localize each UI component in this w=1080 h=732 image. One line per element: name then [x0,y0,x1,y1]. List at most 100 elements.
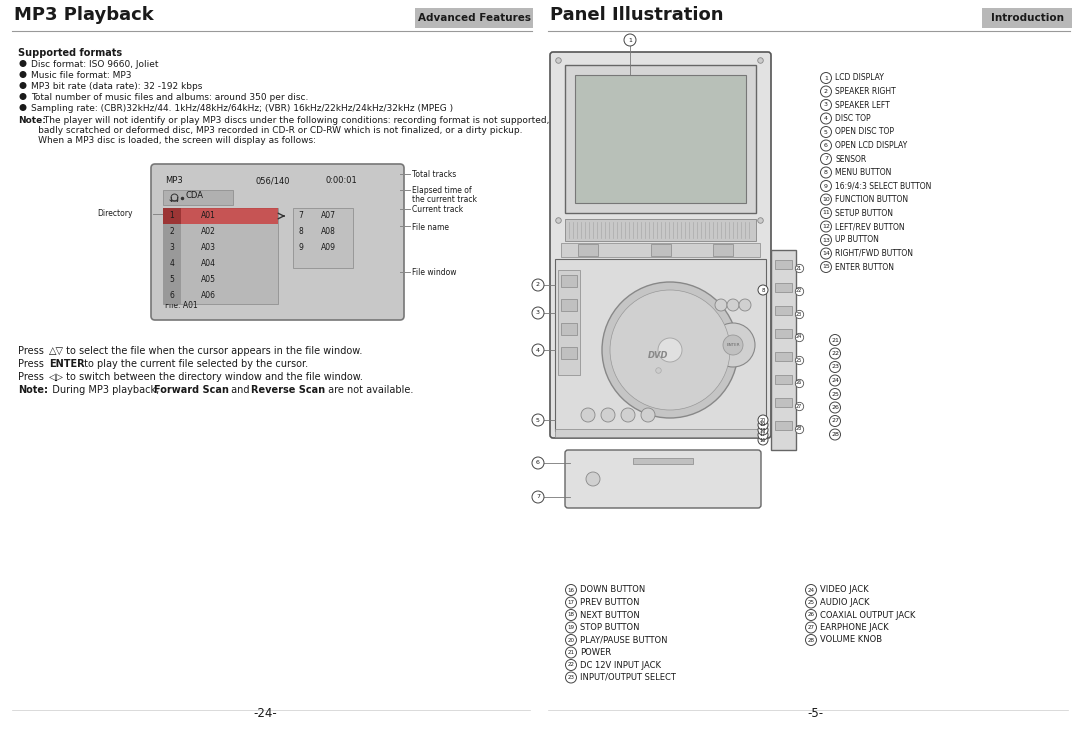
Text: 11: 11 [822,211,829,215]
Circle shape [532,344,544,356]
Circle shape [532,457,544,469]
Circle shape [829,362,840,373]
Circle shape [821,113,832,124]
Text: 8: 8 [824,170,828,175]
Text: PREV BUTTON: PREV BUTTON [580,598,639,607]
Text: A07: A07 [321,212,336,220]
Text: 3: 3 [170,244,175,253]
Text: 13: 13 [822,237,829,242]
Bar [565,65,756,213]
Text: A03: A03 [201,244,216,253]
Text: 28: 28 [832,432,839,437]
Bar [558,270,580,375]
Bar [775,398,792,407]
Text: 9: 9 [298,244,303,253]
Circle shape [821,234,832,245]
Circle shape [566,584,577,596]
Circle shape [715,299,727,311]
Circle shape [758,415,768,425]
Text: the current track: the current track [411,195,477,204]
Circle shape [821,72,832,83]
Circle shape [821,127,832,138]
Text: 27: 27 [831,419,839,424]
Text: Disc format: ISO 9660, Joliet: Disc format: ISO 9660, Joliet [31,60,159,69]
Circle shape [566,635,577,646]
FancyBboxPatch shape [565,450,761,508]
Text: 4: 4 [170,260,175,269]
Text: 5: 5 [536,417,540,422]
Bar [650,244,671,256]
Text: A01: A01 [201,212,215,220]
Bar [163,240,181,256]
Bar [163,256,181,272]
Text: LCD DISPLAY: LCD DISPLAY [835,73,883,83]
Circle shape [566,672,577,683]
Bar [415,8,534,28]
Text: △▽: △▽ [49,346,64,356]
Bar [561,243,760,257]
Text: 28: 28 [808,638,814,643]
Text: When a MP3 disc is loaded, the screen will display as follows:: When a MP3 disc is loaded, the screen wi… [18,136,316,145]
Text: FUNCTION BUTTON: FUNCTION BUTTON [835,195,908,204]
Circle shape [642,408,654,422]
Text: NEXT BUTTON: NEXT BUTTON [580,610,639,619]
Circle shape [727,299,739,311]
Circle shape [821,140,832,151]
Text: Press: Press [18,346,48,356]
Circle shape [821,86,832,97]
Circle shape [19,93,27,100]
Text: CDA: CDA [185,191,203,200]
Text: 21: 21 [832,337,839,343]
Bar [565,219,756,241]
Text: INPUT/OUTPUT SELECT: INPUT/OUTPUT SELECT [580,673,676,682]
Text: 4: 4 [824,116,828,121]
Circle shape [806,610,816,621]
Bar [775,306,792,315]
Bar [575,75,746,203]
Circle shape [821,248,832,259]
Circle shape [806,635,816,646]
Circle shape [566,660,577,671]
Circle shape [19,60,27,67]
Text: 7: 7 [824,157,828,162]
Bar [775,352,792,361]
Text: 20: 20 [760,417,766,422]
Text: 19: 19 [760,422,766,427]
Text: STOP BUTTON: STOP BUTTON [580,623,639,632]
Text: 26: 26 [832,405,839,410]
Text: 12: 12 [822,224,829,229]
Text: RIGHT/FWD BUTTON: RIGHT/FWD BUTTON [835,249,913,258]
Text: 20: 20 [567,638,575,643]
Text: 5: 5 [824,130,828,135]
Text: 4: 4 [536,348,540,353]
Text: 22: 22 [567,662,575,668]
Text: Press: Press [18,359,48,369]
Circle shape [758,420,768,430]
Text: A08: A08 [321,228,336,236]
Circle shape [600,408,615,422]
Text: 16:9/4:3 SELECT BUTTON: 16:9/4:3 SELECT BUTTON [835,182,931,190]
Text: 3: 3 [824,102,828,108]
Text: Press: Press [18,372,48,382]
Circle shape [723,335,743,355]
Bar [775,329,792,338]
Circle shape [566,647,577,658]
Text: to select the file when the cursor appears in the file window.: to select the file when the cursor appea… [63,346,363,356]
Text: 28: 28 [796,427,802,431]
Text: MENU BUTTON: MENU BUTTON [835,168,891,177]
Text: Advanced Features: Advanced Features [418,13,530,23]
Bar [775,260,792,269]
Circle shape [586,472,600,486]
Circle shape [610,290,730,410]
Text: to play the current file selected by the cursor.: to play the current file selected by the… [81,359,308,369]
Text: COAXIAL OUTPUT JACK: COAXIAL OUTPUT JACK [820,610,916,619]
Text: UP BUTTON: UP BUTTON [835,236,879,244]
Text: 22: 22 [796,288,802,294]
Circle shape [581,408,595,422]
Text: Music file format: MP3: Music file format: MP3 [31,71,132,80]
Circle shape [758,425,768,435]
Text: SENSOR: SENSOR [835,154,866,163]
Bar [555,259,766,431]
Circle shape [658,338,681,362]
Circle shape [821,194,832,205]
